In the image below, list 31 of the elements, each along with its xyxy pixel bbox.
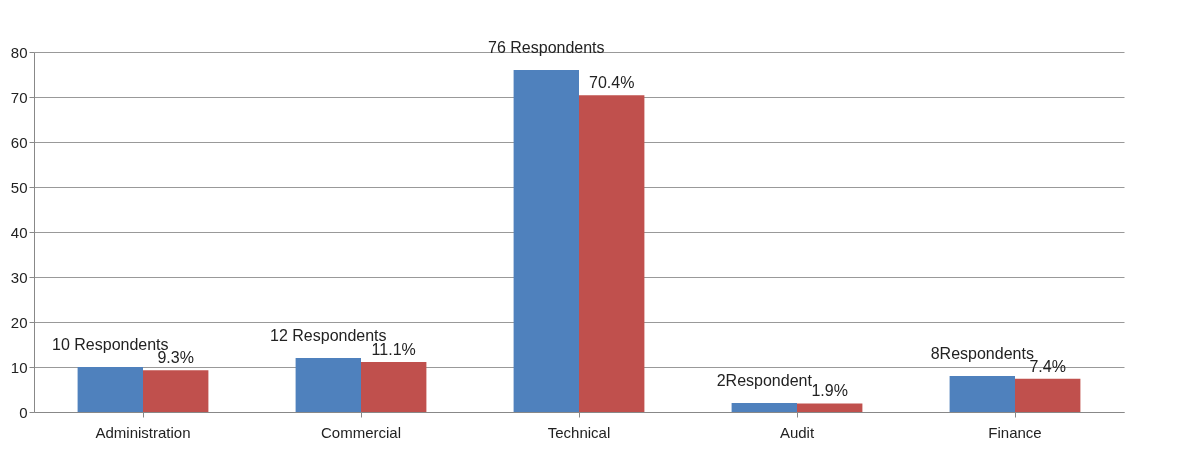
data-label: 76 Respondents <box>488 39 605 56</box>
y-tick-label: 40 <box>10 223 28 241</box>
bar <box>513 70 579 412</box>
y-tick-label: 50 <box>10 178 28 196</box>
x-tick-label: Finance <box>988 423 1042 441</box>
bar <box>77 367 143 412</box>
data-label: 12 Respondents <box>270 327 387 344</box>
bar <box>731 403 797 412</box>
x-tick-label: Commercial <box>320 423 402 441</box>
bar <box>1015 378 1081 412</box>
bar <box>295 358 361 412</box>
y-tick-label: 30 <box>10 268 28 286</box>
y-tick-label: 80 <box>10 43 28 61</box>
data-label: 1.9% <box>811 382 848 400</box>
y-tick-label: 20 <box>10 313 28 331</box>
data-label: 2Respondent <box>716 372 813 389</box>
data-label: 8Respondents <box>930 345 1034 362</box>
x-tick-label: Audit <box>779 423 815 441</box>
bar <box>143 370 209 412</box>
y-tick-label: 60 <box>10 133 28 151</box>
y-tick-label: 70 <box>10 88 28 106</box>
x-tick-label: Technical <box>547 423 611 441</box>
bar <box>797 403 863 412</box>
data-label: 11.1% <box>371 341 416 359</box>
x-tick-label: Administration <box>95 423 191 441</box>
y-tick-label: 0 <box>19 403 28 421</box>
bar <box>579 95 645 412</box>
bar <box>361 362 427 412</box>
y-tick-label: 10 <box>10 358 28 376</box>
data-label: 70.4% <box>589 74 635 92</box>
bar <box>949 376 1015 412</box>
